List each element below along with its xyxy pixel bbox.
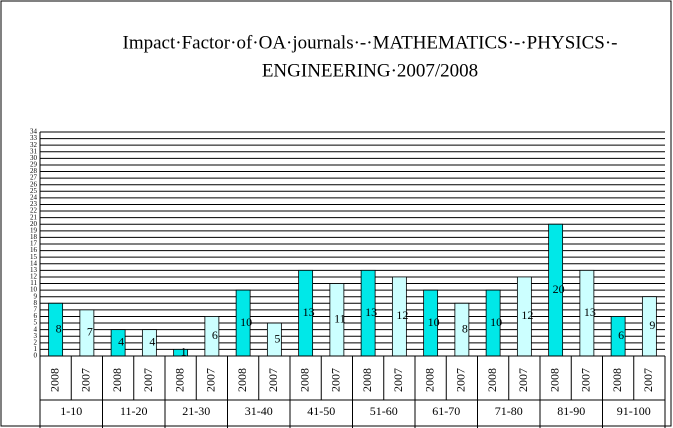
value-label: 20 <box>553 282 565 296</box>
y-tick-label: 25 <box>30 187 38 195</box>
y-tick-label: 7 <box>34 305 38 313</box>
value-label: 10 <box>428 315 440 329</box>
y-tick-label: 26 <box>30 180 38 188</box>
y-tick-label: 18 <box>30 233 38 241</box>
value-label: 13 <box>303 305 315 319</box>
chart-title: Impact·Factor·of·OA·journals·-·MATHEMATI… <box>123 32 618 53</box>
x-tick-label: 2007 <box>641 368 655 392</box>
x-tick-label: 2007 <box>579 368 593 392</box>
x-tick-label: 2007 <box>391 368 405 392</box>
x-group-label: 31-40 <box>245 404 273 418</box>
y-tick-label: 22 <box>30 207 38 215</box>
y-tick-label: 4 <box>34 325 38 333</box>
y-tick-label: 3 <box>34 332 38 340</box>
value-label: 4 <box>118 335 124 349</box>
chart-title: ENGINEERING·2007/2008 <box>262 60 478 81</box>
y-tick-label: 33 <box>30 134 38 142</box>
value-label: 10 <box>240 315 252 329</box>
y-tick-label: 28 <box>30 167 38 175</box>
y-tick-label: 30 <box>30 154 38 162</box>
x-group-label: 71-80 <box>495 404 523 418</box>
y-tick-label: 13 <box>30 266 38 274</box>
y-tick-label: 20 <box>30 220 38 228</box>
x-group-label: 91-100 <box>617 404 651 418</box>
x-tick-label: 2008 <box>235 368 249 392</box>
y-tick-label: 32 <box>30 141 38 149</box>
y-tick-label: 15 <box>30 253 38 261</box>
y-tick-label: 1 <box>34 345 38 353</box>
x-group-label: 61-70 <box>432 404 460 418</box>
value-label: 7 <box>87 325 93 339</box>
value-label: 13 <box>584 305 596 319</box>
y-tick-label: 6 <box>34 312 38 320</box>
x-tick-label: 2007 <box>266 368 280 392</box>
value-label: 8 <box>462 321 468 335</box>
x-tick-label: 2008 <box>485 368 499 392</box>
y-tick-label: 21 <box>30 213 38 221</box>
y-tick-label: 23 <box>30 200 38 208</box>
y-tick-label: 34 <box>30 128 38 136</box>
y-tick-label: 11 <box>30 279 37 287</box>
x-tick-label: 2007 <box>516 368 530 392</box>
y-tick-label: 9 <box>34 292 38 300</box>
x-tick-label: 2008 <box>547 368 561 392</box>
y-tick-label: 27 <box>30 174 38 182</box>
value-label: 11 <box>334 312 346 326</box>
x-tick-label: 2008 <box>297 368 311 392</box>
x-tick-label: 2008 <box>360 368 374 392</box>
x-tick-label: 2007 <box>79 368 93 392</box>
x-tick-label: 2008 <box>110 368 124 392</box>
y-tick-label: 16 <box>30 246 38 254</box>
x-tick-label: 2007 <box>141 368 155 392</box>
x-tick-label: 2007 <box>454 368 468 392</box>
x-tick-label: 2007 <box>329 368 343 392</box>
value-label: 13 <box>365 305 377 319</box>
value-label: 8 <box>56 321 62 335</box>
y-tick-label: 12 <box>30 273 38 281</box>
y-tick-label: 14 <box>30 259 38 267</box>
x-group-label: 21-30 <box>182 404 210 418</box>
x-group-label: 11-20 <box>120 404 148 418</box>
y-tick-label: 19 <box>30 226 38 234</box>
value-label: 12 <box>396 308 408 322</box>
y-tick-label: 8 <box>34 299 38 307</box>
value-label: 5 <box>274 331 280 345</box>
y-tick-label: 0 <box>34 352 38 360</box>
value-label: 6 <box>618 328 624 342</box>
y-tick-label: 5 <box>34 319 38 327</box>
x-tick-label: 2007 <box>204 368 218 392</box>
value-label: 1 <box>181 344 187 358</box>
value-label: 12 <box>521 308 533 322</box>
x-tick-label: 2008 <box>422 368 436 392</box>
value-label: 6 <box>212 328 218 342</box>
y-tick-label: 24 <box>30 193 38 201</box>
x-tick-label: 2008 <box>610 368 624 392</box>
x-tick-label: 2008 <box>47 368 61 392</box>
x-group-label: 41-50 <box>307 404 335 418</box>
value-label: 10 <box>490 315 502 329</box>
x-group-label: 81-90 <box>557 404 585 418</box>
y-tick-label: 31 <box>30 147 38 155</box>
x-group-label: 1-10 <box>60 404 82 418</box>
y-tick-label: 2 <box>34 338 38 346</box>
y-tick-label: 10 <box>30 286 38 294</box>
y-tick-label: 29 <box>30 161 38 169</box>
value-label: 4 <box>149 335 155 349</box>
x-tick-label: 2008 <box>172 368 186 392</box>
y-tick-label: 17 <box>30 240 38 248</box>
x-group-label: 51-60 <box>370 404 398 418</box>
value-label: 9 <box>649 318 655 332</box>
